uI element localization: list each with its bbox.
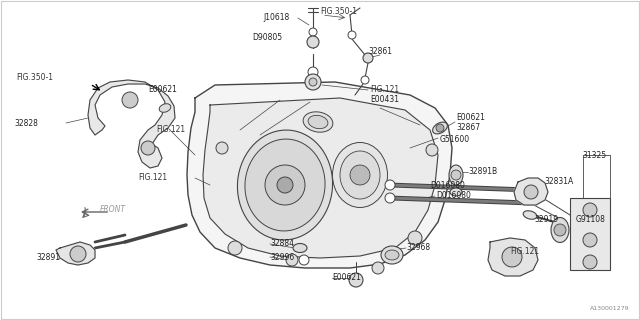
Ellipse shape bbox=[245, 139, 325, 231]
Text: 32831A: 32831A bbox=[544, 178, 573, 187]
Text: G91108: G91108 bbox=[576, 215, 606, 225]
Ellipse shape bbox=[551, 218, 569, 243]
Ellipse shape bbox=[450, 188, 462, 196]
Circle shape bbox=[349, 273, 363, 287]
Circle shape bbox=[286, 254, 298, 266]
Ellipse shape bbox=[333, 142, 387, 207]
Text: FRONT: FRONT bbox=[100, 205, 126, 214]
Circle shape bbox=[348, 31, 356, 39]
Text: D016080: D016080 bbox=[436, 191, 471, 201]
Polygon shape bbox=[514, 178, 548, 205]
Circle shape bbox=[363, 53, 373, 63]
Text: E00621: E00621 bbox=[332, 274, 361, 283]
Text: 32867: 32867 bbox=[456, 124, 480, 132]
Circle shape bbox=[583, 203, 597, 217]
Text: 31325: 31325 bbox=[582, 150, 606, 159]
Circle shape bbox=[372, 262, 384, 274]
Ellipse shape bbox=[340, 151, 380, 199]
Polygon shape bbox=[56, 242, 95, 265]
Circle shape bbox=[350, 165, 370, 185]
Circle shape bbox=[305, 74, 321, 90]
Polygon shape bbox=[88, 80, 175, 168]
Ellipse shape bbox=[381, 246, 403, 264]
Circle shape bbox=[308, 67, 318, 77]
Circle shape bbox=[583, 255, 597, 269]
Ellipse shape bbox=[523, 211, 537, 219]
Circle shape bbox=[70, 246, 86, 262]
Text: 32884: 32884 bbox=[270, 239, 294, 249]
Circle shape bbox=[307, 36, 319, 48]
Text: 32891: 32891 bbox=[36, 253, 60, 262]
Circle shape bbox=[228, 241, 242, 255]
Text: G51600: G51600 bbox=[440, 135, 470, 145]
Text: 32919: 32919 bbox=[534, 215, 558, 225]
Circle shape bbox=[451, 170, 461, 180]
Ellipse shape bbox=[303, 112, 333, 132]
Text: 32996: 32996 bbox=[270, 252, 294, 261]
Circle shape bbox=[426, 144, 438, 156]
Polygon shape bbox=[187, 82, 452, 268]
Text: E00431: E00431 bbox=[370, 95, 399, 105]
Ellipse shape bbox=[385, 250, 399, 260]
Text: FIG.121: FIG.121 bbox=[370, 85, 399, 94]
Circle shape bbox=[299, 255, 309, 265]
Polygon shape bbox=[203, 98, 438, 258]
Text: J10618: J10618 bbox=[264, 13, 290, 22]
Circle shape bbox=[361, 76, 369, 84]
Circle shape bbox=[554, 224, 566, 236]
Circle shape bbox=[265, 165, 305, 205]
Circle shape bbox=[309, 28, 317, 36]
Circle shape bbox=[141, 141, 155, 155]
Text: D90805: D90805 bbox=[252, 34, 282, 43]
Ellipse shape bbox=[308, 116, 328, 129]
Circle shape bbox=[583, 233, 597, 247]
Text: FIG.121: FIG.121 bbox=[138, 173, 167, 182]
Circle shape bbox=[385, 180, 395, 190]
Circle shape bbox=[502, 247, 522, 267]
Text: E00621: E00621 bbox=[148, 85, 177, 94]
Text: 32968: 32968 bbox=[406, 244, 430, 252]
Text: D016080: D016080 bbox=[430, 180, 465, 189]
Ellipse shape bbox=[433, 122, 447, 134]
Ellipse shape bbox=[449, 165, 463, 185]
Ellipse shape bbox=[237, 130, 333, 240]
Circle shape bbox=[122, 92, 138, 108]
Circle shape bbox=[408, 231, 422, 245]
Circle shape bbox=[309, 78, 317, 86]
Text: FIG.350-1: FIG.350-1 bbox=[320, 7, 357, 17]
Text: 32891B: 32891B bbox=[468, 167, 497, 177]
Circle shape bbox=[385, 193, 395, 203]
FancyBboxPatch shape bbox=[570, 198, 610, 270]
Polygon shape bbox=[488, 238, 538, 276]
Circle shape bbox=[216, 142, 228, 154]
Circle shape bbox=[436, 124, 444, 132]
Text: E00621: E00621 bbox=[456, 114, 485, 123]
Ellipse shape bbox=[293, 244, 307, 252]
Text: A130001279: A130001279 bbox=[590, 306, 630, 310]
Text: FIG.121: FIG.121 bbox=[156, 125, 185, 134]
Text: 32861: 32861 bbox=[368, 47, 392, 57]
Ellipse shape bbox=[159, 104, 171, 112]
Text: FIG.350-1: FIG.350-1 bbox=[16, 74, 53, 83]
Circle shape bbox=[277, 177, 293, 193]
Text: 32828: 32828 bbox=[14, 118, 38, 127]
Text: FIG.121: FIG.121 bbox=[510, 247, 539, 257]
Circle shape bbox=[524, 185, 538, 199]
